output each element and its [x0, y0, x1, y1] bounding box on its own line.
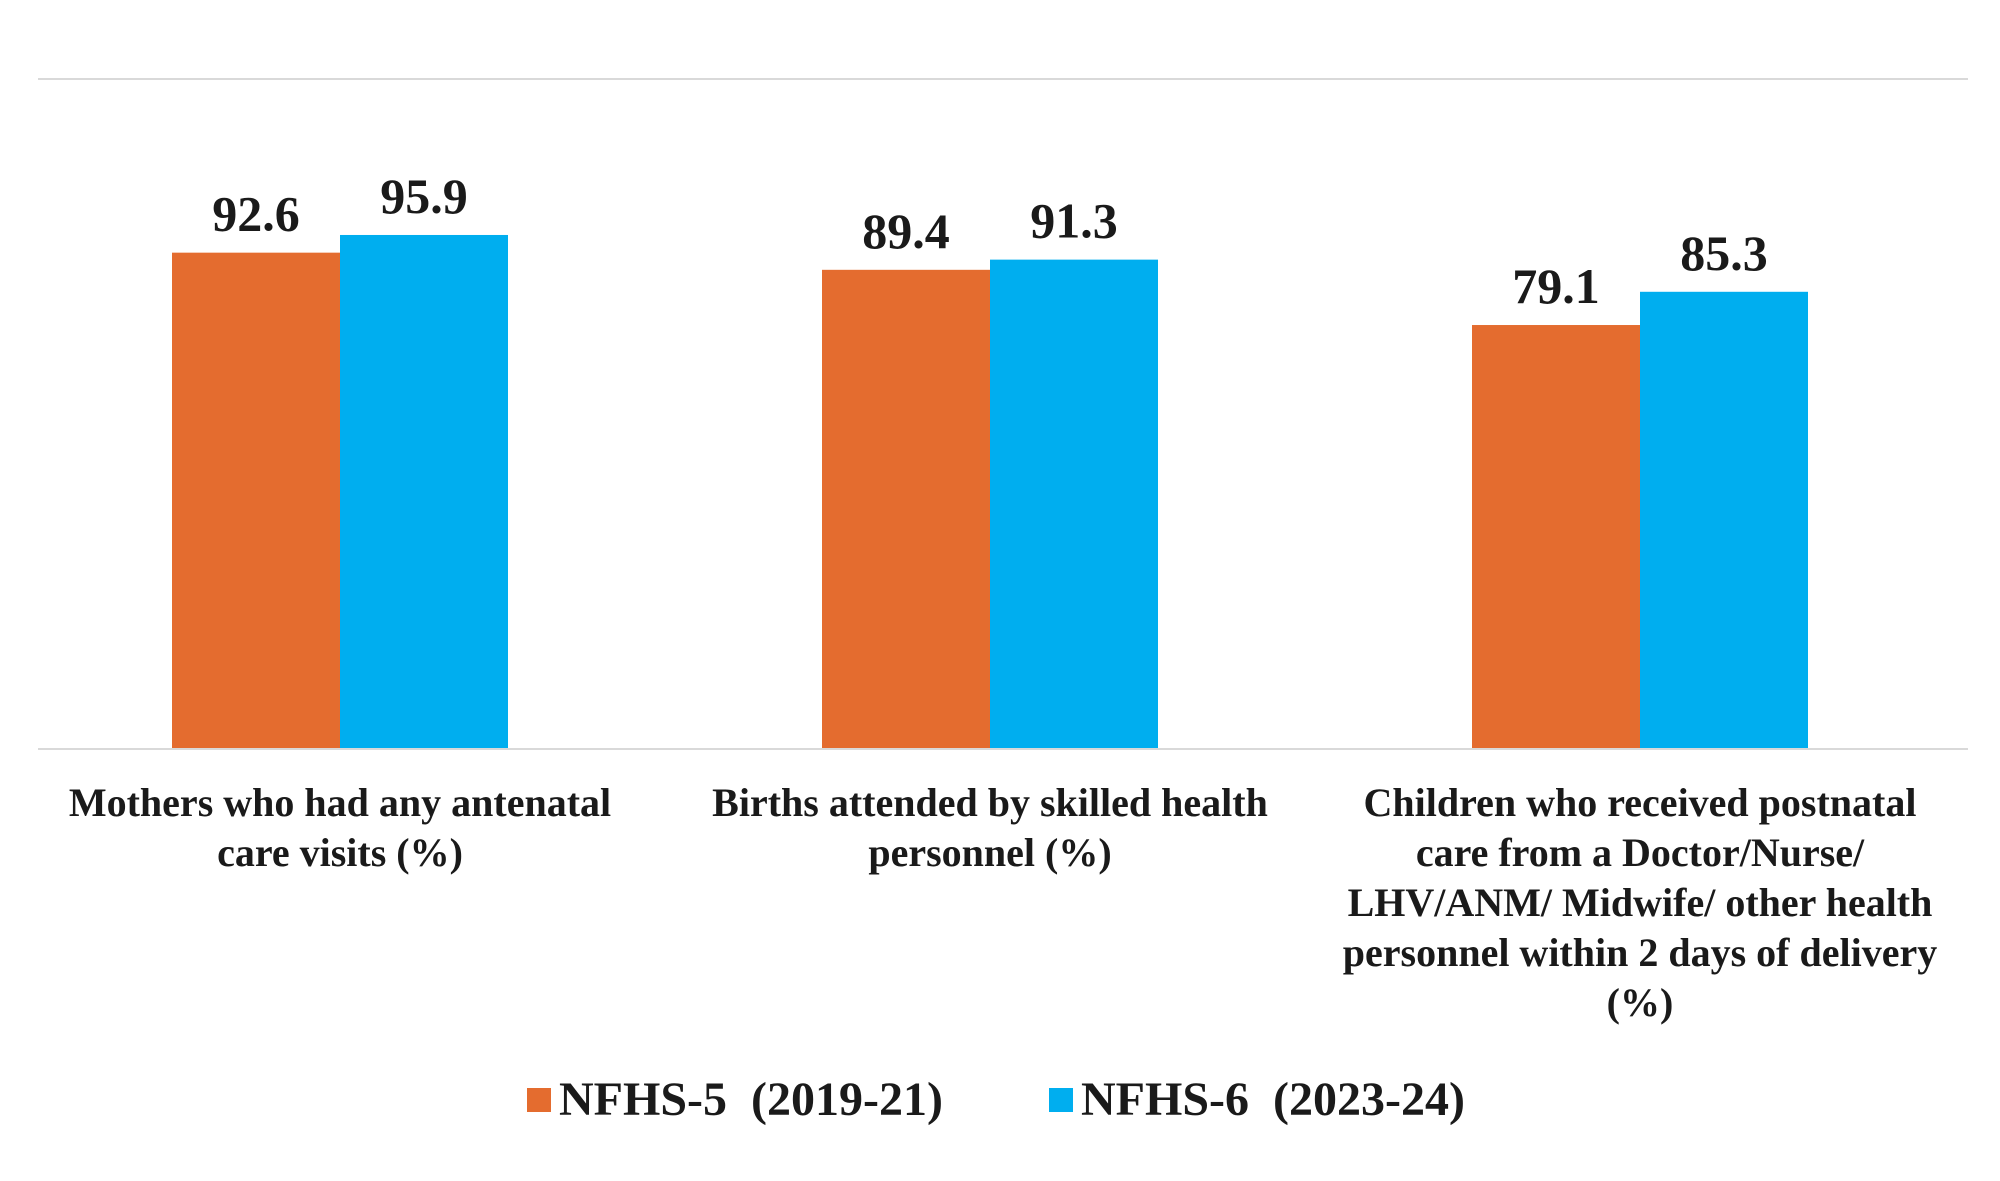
category-label-1-line-1: Mothers who had any antenatal [69, 780, 611, 825]
bars-group: 92.6 95.9 89.4 91.3 79.1 85.3 [172, 168, 1808, 749]
data-label-series2-cat1: 95.9 [380, 168, 468, 224]
bar-series1-cat2 [822, 269, 990, 749]
category-label-2: Births attended by skilled health personn… [712, 780, 1268, 875]
category-label-2-line-2: personnel (%) [868, 830, 1111, 875]
category-labels: Mothers who had any antenatal care visits… [69, 780, 1937, 1025]
category-label-1-line-2: care visits (%) [217, 830, 463, 875]
bar-series2-cat2 [990, 259, 1158, 749]
category-label-2-line-1: Births attended by skilled health [712, 780, 1268, 825]
bar-series1-cat1 [172, 252, 340, 749]
legend: NFHS-5 (2019-21) NFHS-6 (2023-24) [527, 1073, 1465, 1126]
category-label-3-line-3: LHV/ANM/ Midwife/ other health [1348, 880, 1933, 925]
bar-series2-cat3 [1640, 291, 1808, 749]
bar-series1-cat3 [1472, 325, 1640, 749]
legend-swatch-series1 [527, 1088, 551, 1112]
category-label-1: Mothers who had any antenatal care visits… [69, 780, 611, 875]
category-label-3-line-1: Children who received postnatal [1364, 780, 1917, 825]
data-label-series2-cat3: 85.3 [1680, 225, 1768, 281]
data-label-series2-cat2: 91.3 [1030, 193, 1118, 249]
category-label-3: Children who received postnatal care from… [1343, 780, 1937, 1025]
data-label-series1-cat2: 89.4 [862, 203, 950, 259]
data-label-series1-cat1: 92.6 [212, 186, 300, 242]
legend-label-series1: NFHS-5 (2019-21) [559, 1073, 943, 1126]
data-label-series1-cat3: 79.1 [1512, 258, 1600, 314]
legend-label-series2: NFHS-6 (2023-24) [1081, 1073, 1465, 1126]
legend-swatch-series2 [1049, 1088, 1073, 1112]
category-label-3-line-2: care from a Doctor/Nurse/ [1416, 830, 1865, 875]
category-label-3-line-5: (%) [1607, 980, 1674, 1025]
bar-series2-cat1 [340, 234, 508, 749]
category-label-3-line-4: personnel within 2 days of delivery [1343, 930, 1937, 975]
